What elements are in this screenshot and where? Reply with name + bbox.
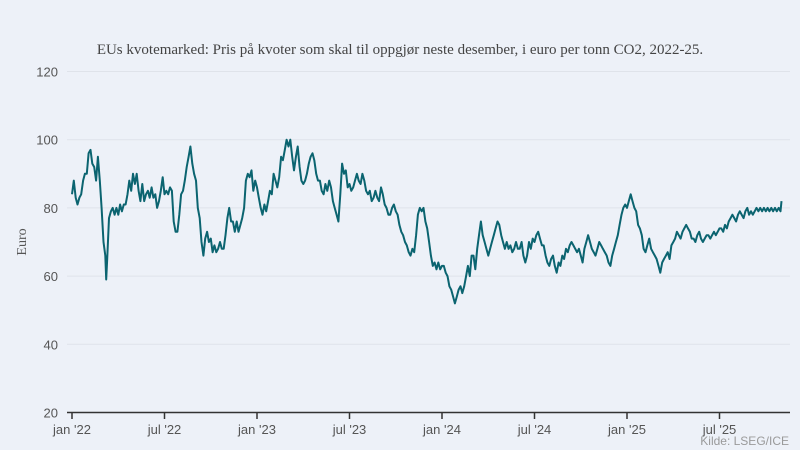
x-tick-label: jan '25 [607,422,646,437]
x-tick-label: jan '23 [237,422,276,437]
y-tick-label: 80 [44,201,58,216]
x-tick-label: jul '23 [332,422,367,437]
y-tick-label: 100 [36,133,58,148]
source-note: Kilde: LSEG/ICE [700,434,789,448]
chart-title: EUs kvotemarked: Pris på kvoter som skal… [97,42,703,58]
grid-lines [67,71,790,345]
y-tick-label: 40 [44,337,58,352]
x-tick-label: jul '22 [147,422,182,437]
x-tick-label: jan '22 [52,422,91,437]
x-tick-label: jul '25 [702,422,737,437]
x-axis-ticks: jan '22 jul '22 jan '23 jul '23 jan '24 jul '… [52,412,737,437]
series-line-eua-price [71,138,783,305]
y-tick-label: 120 [36,65,58,80]
x-tick-label: jan '24 [422,422,461,437]
y-tick-label: 20 [44,406,58,421]
y-tick-label: 60 [44,269,58,284]
x-tick-label: jul '24 [517,422,552,437]
y-axis-label: Euro [15,228,30,255]
y-axis-ticks: 20 40 60 80 100 120 [36,65,58,421]
